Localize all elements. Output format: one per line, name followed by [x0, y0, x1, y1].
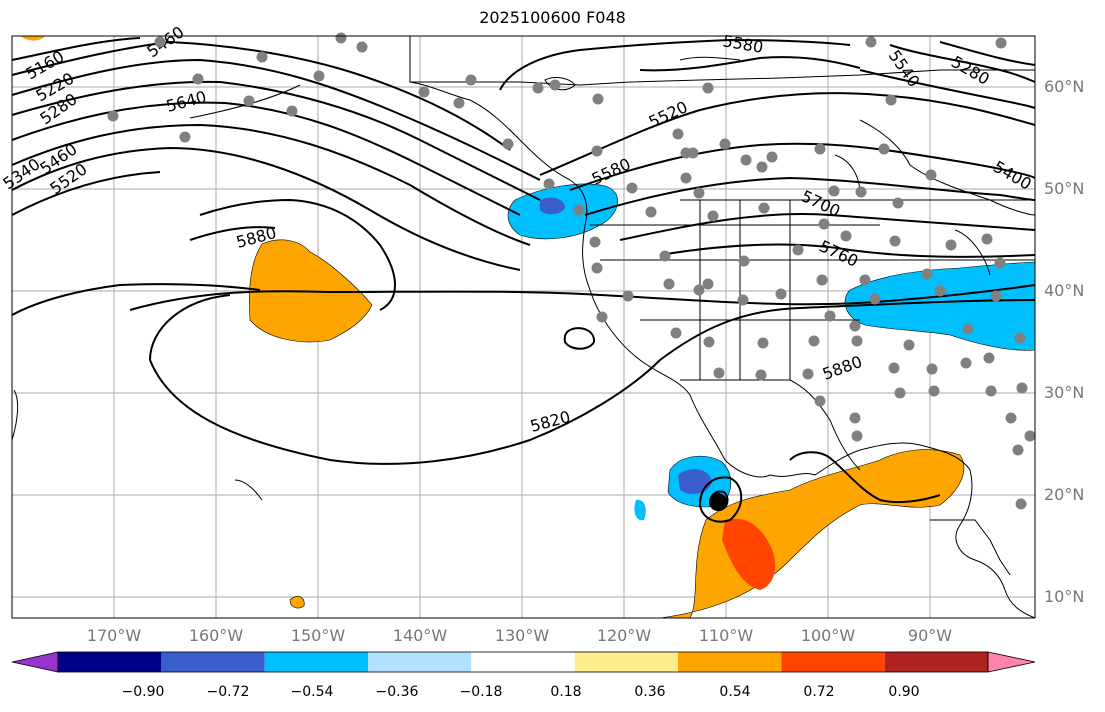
colorbar-segment: [574, 652, 678, 672]
colorbar-tick: 0.72: [803, 684, 835, 700]
colorbar-tick: −0.54: [290, 684, 334, 700]
negative-anomaly-east: [844, 261, 1036, 351]
strong-negative-nw: [540, 197, 565, 215]
colorbar-tick: 0.90: [888, 684, 920, 700]
lat-label: 20°N: [1044, 485, 1085, 504]
positive-anomaly-central-america: [659, 449, 965, 619]
lat-label: 40°N: [1044, 281, 1085, 300]
colorbar-tick: −0.72: [206, 684, 250, 700]
lat-label: 50°N: [1044, 179, 1085, 198]
map-frame: [11, 35, 1036, 619]
colorbar-segment: [471, 652, 575, 672]
colorbar-tick: 0.36: [634, 684, 666, 700]
lon-label: 150°W: [290, 626, 346, 645]
lat-label: 60°N: [1044, 77, 1085, 96]
colorbar-extend-high: [987, 651, 1036, 673]
lon-label: 100°W: [800, 626, 856, 645]
colorbar-segment: [58, 652, 162, 672]
lat-label: 30°N: [1044, 383, 1085, 402]
lon-label: 90°W: [907, 626, 953, 645]
colorbar-tick: −0.90: [121, 684, 165, 700]
lon-label: 110°W: [698, 626, 754, 645]
colorbar-border: [57, 651, 989, 673]
colorbar-extend-low: [11, 651, 59, 673]
lon-label: 130°W: [494, 626, 550, 645]
colorbar-segment: [884, 652, 988, 672]
lat-label: 10°N: [1044, 587, 1085, 606]
colorbar-tick: 0.18: [550, 684, 582, 700]
positive-anomaly-small: [289, 595, 305, 609]
colorbar-tick: −0.18: [459, 684, 503, 700]
colorbar: [11, 651, 1036, 673]
strong-negative-mexico: [678, 469, 712, 494]
lon-label: 120°W: [596, 626, 652, 645]
colorbar-segment: [161, 652, 265, 672]
negative-anomaly-small: [634, 499, 646, 521]
positive-anomaly-corner: [20, 36, 45, 41]
colorbar-segment: [264, 652, 368, 672]
colorbar-segment: [368, 652, 472, 672]
colorbar-tick: −0.36: [375, 684, 419, 700]
hurricane-center: [709, 493, 727, 511]
lon-label: 140°W: [392, 626, 448, 645]
colorbar-segment: [781, 652, 885, 672]
strong-positive-mexico: [722, 518, 776, 590]
station-dots: [107, 32, 1036, 510]
colorbar-segment: [678, 652, 782, 672]
lon-label: 160°W: [188, 626, 244, 645]
map-title: 2025100600 F048: [479, 8, 626, 27]
height-contours: [11, 37, 1036, 523]
lon-label: 170°W: [86, 626, 142, 645]
colorbar-tick: 0.54: [719, 684, 751, 700]
